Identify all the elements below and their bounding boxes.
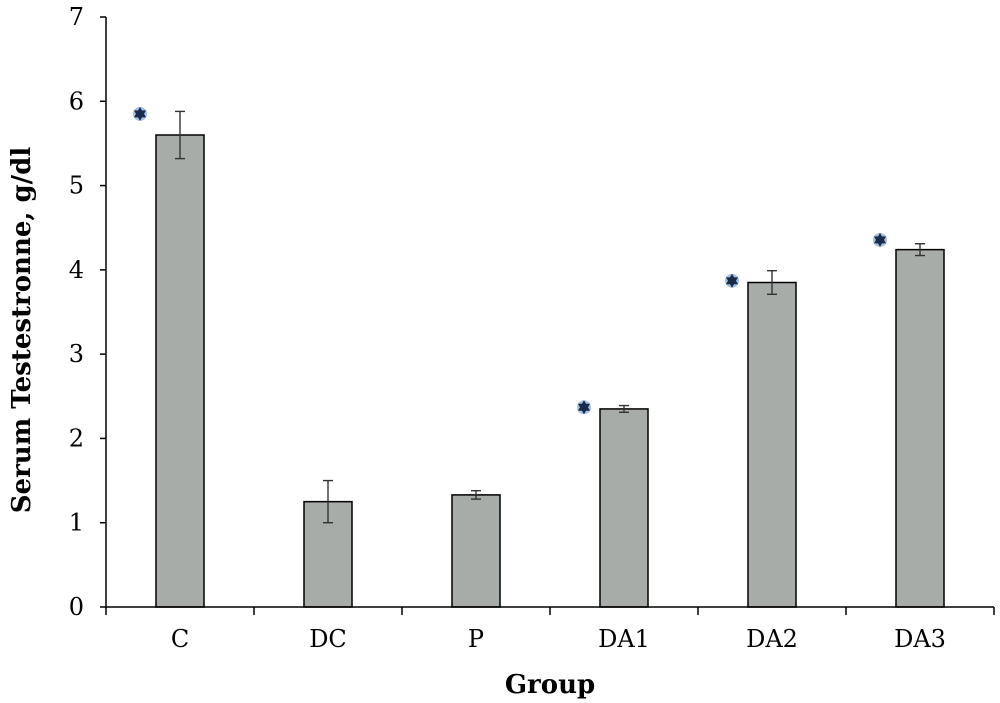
significance-markers (133, 106, 887, 415)
star-shape (133, 106, 147, 121)
significance-star-icon (133, 106, 147, 121)
y-tick-label: 3 (69, 340, 84, 368)
bar-c (155, 134, 205, 608)
star-shape (577, 400, 591, 415)
y-axis-title: Serum Testestronne, g/dl (7, 147, 37, 514)
significance-star-icon (577, 400, 591, 415)
x-tick-label: DA1 (598, 625, 650, 653)
y-tick-label: 7 (69, 3, 84, 31)
error-bars (175, 110, 925, 524)
y-tick-label: 4 (69, 256, 84, 284)
significance-star-icon (725, 273, 739, 288)
y-tick-label: 1 (69, 509, 84, 537)
y-tick-label: 5 (69, 172, 84, 200)
y-tick-label: 2 (69, 424, 84, 452)
bars (155, 134, 945, 608)
bar-da2 (747, 281, 797, 608)
star-shape (873, 232, 887, 247)
x-tick-label: C (171, 625, 189, 653)
x-axis-title: Group (505, 670, 595, 700)
bar-p (451, 494, 501, 608)
star-shape (725, 273, 739, 288)
x-tick-label: P (468, 625, 484, 653)
y-tick-label: 0 (69, 593, 84, 621)
x-tick-label: DC (309, 625, 347, 653)
bar-da3 (895, 248, 945, 608)
y-tick-label: 6 (69, 87, 84, 115)
y-axis-ticks: 0 1 2 3 4 5 6 7 (69, 3, 106, 621)
x-tick-label: DA2 (746, 625, 798, 653)
x-tick-label: DA3 (894, 625, 946, 653)
x-axis-ticks: C DC P DA1 DA2 DA3 (105, 607, 995, 653)
significance-star-icon (873, 232, 887, 247)
bar-da1 (599, 408, 649, 608)
